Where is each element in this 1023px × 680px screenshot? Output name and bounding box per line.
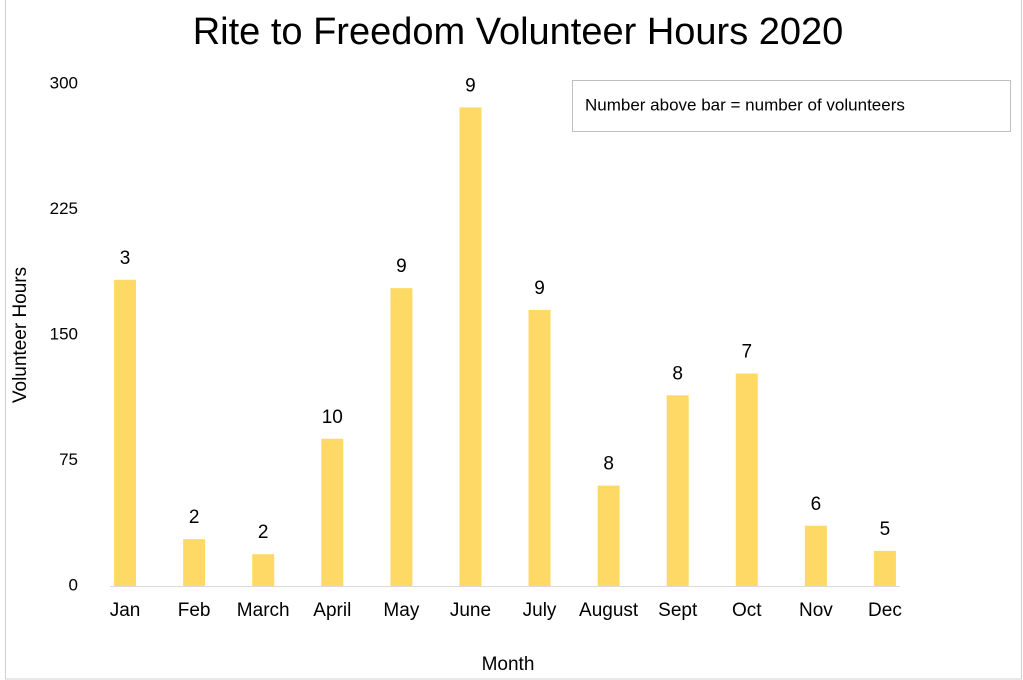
x-tick-label: Jan xyxy=(110,600,141,621)
volunteer-label: 8 xyxy=(672,363,683,384)
y-tick-label: 75 xyxy=(59,450,78,469)
volunteer-label: 2 xyxy=(189,507,200,528)
volunteer-label: 9 xyxy=(534,278,545,299)
bar xyxy=(804,525,827,586)
x-tick-label: Oct xyxy=(732,600,762,621)
x-tick-label: May xyxy=(383,600,419,621)
chart-title: Rite to Freedom Volunteer Hours 2020 xyxy=(193,11,844,53)
bar xyxy=(528,309,551,586)
x-tick-label: April xyxy=(313,600,351,621)
bar xyxy=(252,554,275,586)
bar xyxy=(873,550,896,586)
annotation: Number above bar = number of volunteers xyxy=(585,95,905,114)
x-tick-label: June xyxy=(450,600,491,621)
y-axis-label: Volunteer Hours xyxy=(10,267,31,403)
x-tick-label: March xyxy=(237,600,290,621)
bar xyxy=(390,288,413,586)
bar xyxy=(735,373,758,586)
bar xyxy=(666,395,689,586)
annotation-box xyxy=(572,80,1011,132)
x-tick-label: Nov xyxy=(799,600,833,621)
volunteer-label: 9 xyxy=(465,75,476,96)
bar xyxy=(321,438,344,586)
y-tick-label: 0 xyxy=(69,575,78,594)
bar xyxy=(114,279,137,586)
x-tick-label: August xyxy=(579,600,639,621)
y-tick-label: 150 xyxy=(50,324,78,343)
volunteer-label: 7 xyxy=(742,342,753,363)
bar xyxy=(597,485,620,586)
volunteer-label: 6 xyxy=(811,494,822,515)
volunteer-label: 5 xyxy=(880,519,891,540)
volunteer-label: 10 xyxy=(322,407,343,428)
bar xyxy=(459,107,482,586)
bar xyxy=(183,539,206,586)
x-tick-label: Sept xyxy=(658,600,698,621)
x-axis-label: Month xyxy=(482,654,535,675)
chart-border xyxy=(5,0,1022,680)
y-tick-label: 300 xyxy=(50,73,78,92)
volunteer-label: 3 xyxy=(120,248,131,269)
volunteer-label: 2 xyxy=(258,522,269,543)
y-tick-label: 225 xyxy=(50,199,78,218)
x-tick-label: Feb xyxy=(178,600,211,621)
volunteer-label: 9 xyxy=(396,256,407,277)
x-tick-label: Dec xyxy=(868,600,902,621)
x-tick-label: July xyxy=(523,600,557,621)
volunteer-label: 8 xyxy=(603,454,614,475)
